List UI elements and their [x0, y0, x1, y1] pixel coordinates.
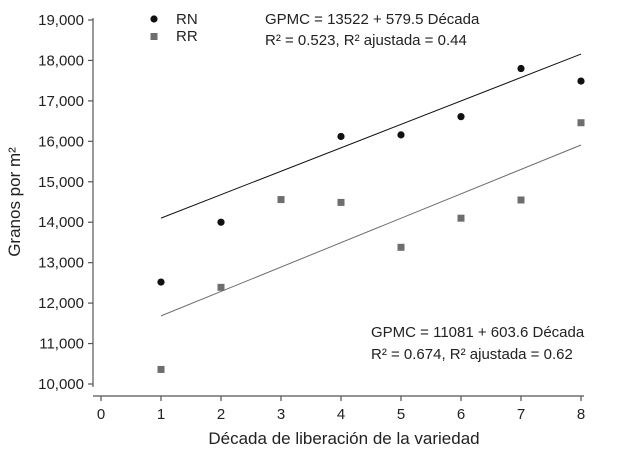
x-tick-label: 8 — [577, 406, 585, 423]
x-tick-label: 3 — [277, 406, 285, 423]
rr-data-point — [157, 365, 165, 373]
x-tick-label: 2 — [217, 406, 225, 423]
axes — [92, 18, 584, 397]
x-tick-label: 5 — [397, 406, 405, 423]
rr-r-squared: R² = 0.674, R² ajustada = 0.62 — [371, 346, 573, 363]
legend-label-rn: RN — [176, 11, 198, 28]
y-tick-label: 14,000 — [38, 214, 84, 231]
legend-label-rr: RR — [176, 28, 198, 45]
legend: RN RR — [150, 11, 198, 45]
x-ticks: 0 1 2 3 4 5 6 7 8 — [97, 396, 585, 423]
rn-equation: GPMC = 13522 + 579.5 Década — [265, 11, 480, 28]
rr-data-point — [277, 196, 285, 204]
rr-data-point — [577, 119, 585, 127]
y-tick-label: 13,000 — [38, 255, 84, 272]
y-tick-label: 17,000 — [38, 93, 84, 110]
rr-data-point — [517, 196, 525, 204]
rn-data-point — [217, 218, 225, 226]
y-tick-label: 16,000 — [38, 133, 84, 150]
rr-data-point — [397, 243, 405, 251]
rr-data-point — [337, 198, 345, 206]
y-tick-label: 10,000 — [38, 376, 84, 393]
y-tick-label: 11,000 — [39, 336, 84, 353]
rr-data-point — [217, 283, 225, 291]
rn-data-point — [517, 64, 525, 73]
rr-data-point — [457, 214, 465, 222]
x-axis-title: Década de liberación de la variedad — [208, 429, 479, 448]
y-axis-title: Granos por m² — [5, 147, 24, 257]
legend-marker-rn — [150, 15, 158, 23]
rn-data-point — [577, 77, 585, 85]
rn-data-point — [157, 278, 165, 286]
y-tick-label: 12,000 — [38, 295, 84, 312]
fit-lines — [160, 53, 582, 317]
rn-r-squared: R² = 0.523, R² ajustada = 0.44 — [265, 32, 467, 49]
data-points — [157, 64, 585, 373]
y-tick-label: 18,000 — [38, 52, 84, 69]
x-tick-label: 7 — [517, 406, 525, 423]
x-tick-label: 1 — [157, 406, 165, 423]
y-ticks: 10,000 11,000 12,000 13,000 14,000 15,000 16,0… — [38, 12, 93, 393]
y-tick-label: 15,000 — [38, 174, 84, 191]
legend-marker-rr — [150, 33, 158, 40]
rn-data-point — [397, 131, 405, 139]
rn-fit-line — [160, 53, 582, 219]
rr-fit-line — [160, 144, 582, 317]
annotations: GPMC = 13522 + 579.5 Década R² = 0.523, … — [265, 11, 585, 363]
rn-data-point — [457, 113, 465, 121]
y-tick-label: 19,000 — [38, 12, 84, 29]
rn-data-point — [337, 132, 345, 141]
x-tick-label: 6 — [457, 406, 465, 423]
x-tick-label: 0 — [97, 406, 105, 423]
rr-equation: GPMC = 11081 + 603.6 Década — [371, 324, 585, 341]
x-tick-label: 4 — [337, 406, 345, 423]
